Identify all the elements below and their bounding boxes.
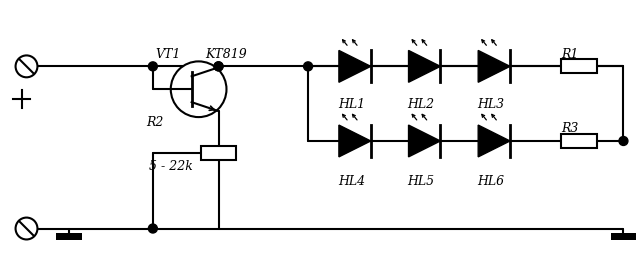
Polygon shape [478, 50, 510, 82]
Text: 5 - 22k: 5 - 22k [149, 160, 193, 173]
FancyBboxPatch shape [561, 59, 596, 73]
Text: HL4: HL4 [338, 175, 365, 188]
Text: HL6: HL6 [477, 175, 504, 188]
Text: HL5: HL5 [408, 175, 435, 188]
Circle shape [148, 62, 157, 71]
Text: R2: R2 [146, 116, 163, 129]
Text: HL1: HL1 [338, 98, 365, 111]
Polygon shape [478, 125, 510, 157]
Circle shape [15, 55, 38, 77]
FancyBboxPatch shape [56, 234, 82, 240]
Polygon shape [408, 50, 440, 82]
Circle shape [148, 224, 157, 233]
Text: VT1: VT1 [156, 49, 181, 62]
Text: R3: R3 [561, 122, 578, 135]
FancyBboxPatch shape [611, 234, 636, 240]
Circle shape [214, 62, 223, 71]
Polygon shape [408, 125, 440, 157]
Text: KT819: KT819 [205, 49, 247, 62]
Circle shape [171, 62, 227, 117]
Polygon shape [339, 50, 371, 82]
Polygon shape [339, 125, 371, 157]
Text: R1: R1 [561, 49, 578, 62]
Text: HL2: HL2 [408, 98, 435, 111]
FancyBboxPatch shape [200, 146, 236, 160]
Circle shape [214, 62, 223, 71]
Circle shape [303, 62, 312, 71]
Circle shape [619, 137, 628, 146]
Circle shape [15, 218, 38, 240]
Text: HL3: HL3 [477, 98, 504, 111]
FancyBboxPatch shape [561, 134, 596, 148]
